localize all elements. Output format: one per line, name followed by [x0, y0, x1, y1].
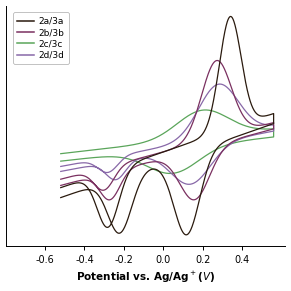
X-axis label: Potential vs. Ag/Ag$^+$($V$): Potential vs. Ag/Ag$^+$($V$) [76, 270, 215, 285]
Legend: 2a/3a, 2b/3b, 2c/3c, 2d/3d: 2a/3a, 2b/3b, 2c/3c, 2d/3d [13, 13, 69, 64]
